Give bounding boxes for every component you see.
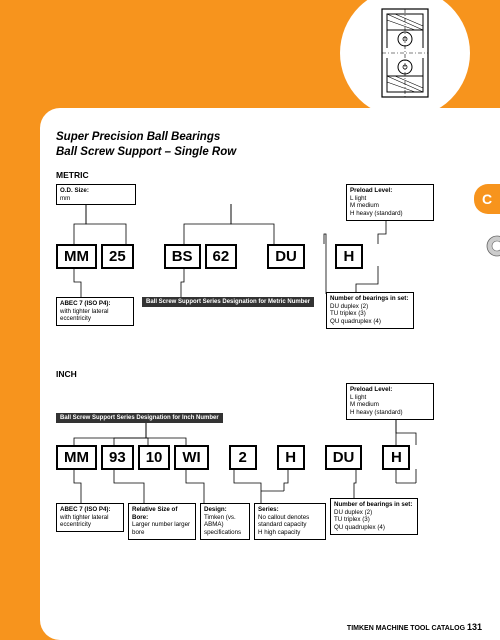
- metric-od-body: mm: [60, 195, 132, 203]
- metric-abec-box: ABEC 7 (ISO P4): with tighter lateral ec…: [56, 297, 134, 326]
- inch-design-box: Design: Timken (vs. ABMA) specifications: [200, 503, 250, 540]
- metric-num-l3: QU quadruplex (4): [330, 318, 410, 326]
- metric-preload-box: Preload Level: L light M medium H heavy …: [346, 184, 434, 221]
- inch-code-row: MM 93 10 WI 2 H DU H: [56, 445, 410, 470]
- footer-text: TIMKEN MACHINE TOOL CATALOG: [347, 625, 465, 632]
- metric-label: METRIC: [56, 170, 480, 180]
- bearing-cross-section-icon: [381, 8, 429, 98]
- inch-num-l2: TU triplex (3): [334, 516, 414, 524]
- inch-series2-header: Series:: [258, 506, 322, 514]
- inch-preload-header: Preload Level:: [350, 386, 430, 394]
- inch-relsize-header: Relative Size of Bore:: [132, 506, 192, 522]
- inch-series-box: Ball Screw Support Series Designation fo…: [56, 413, 223, 423]
- metric-abec-body: with tighter lateral eccentricity: [60, 308, 130, 324]
- inch-abec-box: ABEC 7 (ISO P4): with tighter lateral ec…: [56, 503, 124, 532]
- inch-preload-l1: L light: [350, 394, 430, 402]
- side-bearing-icon: [486, 235, 500, 257]
- inch-preload-l2: M medium: [350, 401, 430, 409]
- metric-od-box: O.D. Size: mm: [56, 184, 136, 206]
- inch-num-box: Number of bearings in set: DU duplex (2)…: [330, 498, 418, 535]
- inch-series2-box: Series: No callout denotes standard capa…: [254, 503, 326, 540]
- metric-preload-l1: L light: [350, 195, 430, 203]
- inch-preload-box: Preload Level: L light M medium H heavy …: [346, 383, 434, 420]
- metric-code-mm: MM: [56, 244, 97, 269]
- metric-num-header: Number of bearings in set:: [330, 295, 410, 303]
- footer-page: 131: [467, 622, 482, 632]
- inch-code-93: 93: [101, 445, 134, 470]
- metric-od-header: O.D. Size:: [60, 187, 132, 195]
- inch-abec-header: ABEC 7 (ISO P4):: [60, 506, 120, 514]
- page-title: Super Precision Ball Bearings Ball Screw…: [56, 130, 480, 160]
- inch-design-header: Design:: [204, 506, 246, 514]
- inch-abec-body: with tighter lateral eccentricity: [60, 514, 120, 530]
- metric-abec-header: ABEC 7 (ISO P4):: [60, 300, 130, 308]
- inch-relsize-box: Relative Size of Bore: Larger number lar…: [128, 503, 196, 540]
- page-footer: TIMKEN MACHINE TOOL CATALOG 131: [347, 622, 482, 632]
- main-content: Super Precision Ball Bearings Ball Screw…: [56, 130, 480, 573]
- inch-preload-l3: H heavy (standard): [350, 409, 430, 417]
- metric-diagram: Bore Size: mm O.D. Size: mm Preload Leve…: [56, 184, 480, 359]
- inch-series2-l2: standard capacity: [258, 521, 322, 529]
- inch-relsize-body: Larger number larger bore: [132, 521, 192, 537]
- metric-num-box: Number of bearings in set: DU duplex (2)…: [326, 292, 414, 329]
- inch-code-wi: WI: [174, 445, 208, 470]
- inch-label: INCH: [56, 369, 480, 379]
- inch-code-h1: H: [277, 445, 305, 470]
- metric-preload-l2: M medium: [350, 202, 430, 210]
- title-line-1: Super Precision Ball Bearings: [56, 131, 220, 143]
- inch-num-l3: QU quadruplex (4): [334, 524, 414, 532]
- inch-code-2: 2: [229, 445, 257, 470]
- inch-code-h2: H: [382, 445, 410, 470]
- inch-num-l1: DU duplex (2): [334, 509, 414, 517]
- metric-num-l1: DU duplex (2): [330, 303, 410, 311]
- metric-num-l2: TU triplex (3): [330, 310, 410, 318]
- metric-series-box: Ball Screw Support Series Designation fo…: [142, 297, 314, 307]
- section-tab-label: C: [482, 191, 492, 207]
- title-line-2: Ball Screw Support – Single Row: [56, 146, 236, 158]
- inch-diagram: Preload Level: L light M medium H heavy …: [56, 383, 480, 573]
- inch-series2-l3: H high capacity: [258, 529, 322, 537]
- metric-preload-header: Preload Level:: [350, 187, 430, 195]
- inch-num-header: Number of bearings in set:: [334, 501, 414, 509]
- metric-code-row: MM 25 BS 62 DU H: [56, 244, 363, 269]
- inch-series2-l1: No callout denotes: [258, 514, 322, 522]
- inch-code-mm: MM: [56, 445, 97, 470]
- metric-code-od: 62: [205, 244, 238, 269]
- metric-code-bore: 25: [101, 244, 134, 269]
- inch-design-body: Timken (vs. ABMA) specifications: [204, 514, 246, 537]
- inch-code-du: DU: [325, 445, 363, 470]
- metric-code-bs: BS: [164, 244, 201, 269]
- metric-code-du: DU: [267, 244, 305, 269]
- metric-preload-l3: H heavy (standard): [350, 210, 430, 218]
- bearing-illustration-circle: [340, 0, 470, 118]
- metric-code-h: H: [335, 244, 363, 269]
- inch-code-10: 10: [138, 445, 171, 470]
